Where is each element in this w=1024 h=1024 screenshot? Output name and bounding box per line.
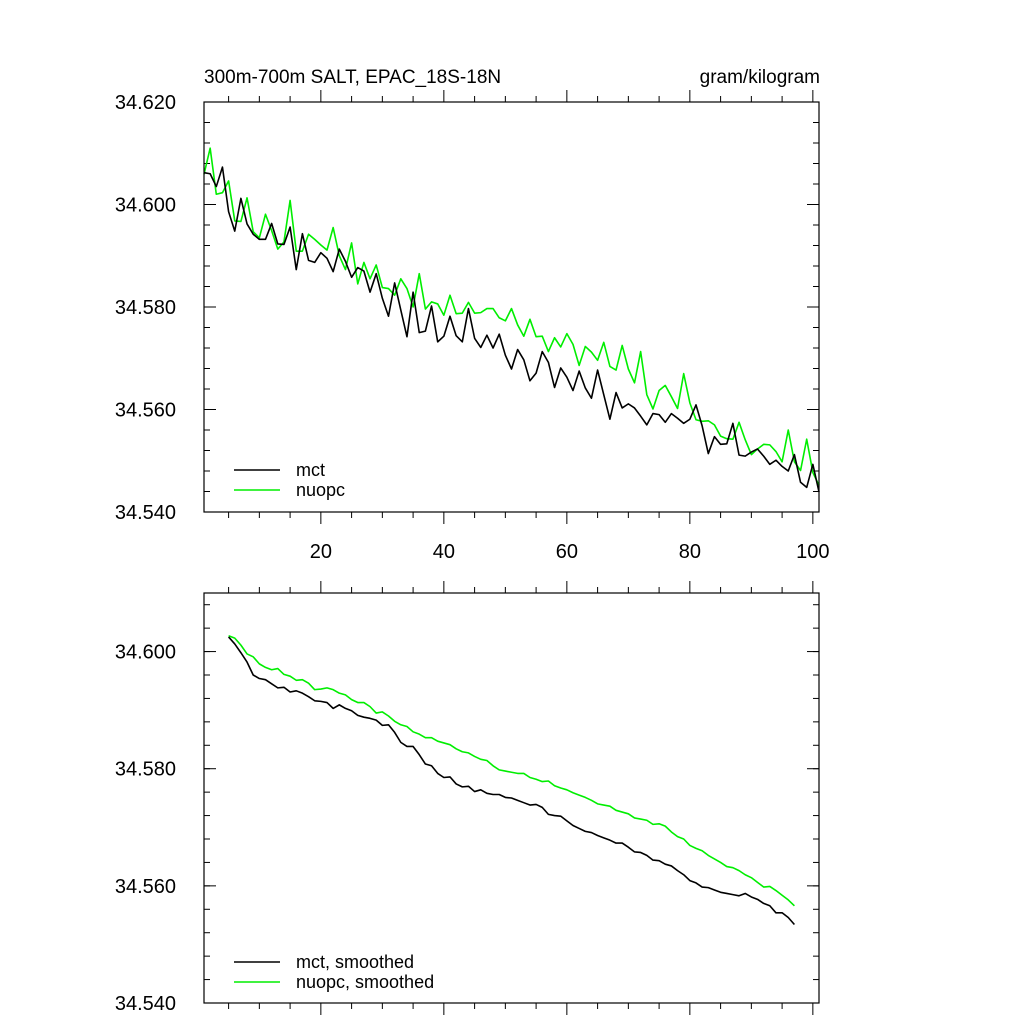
bottom-ytick-label: 34.580 (115, 759, 176, 781)
top-ytick-label: 34.540 (115, 502, 176, 524)
bottom-x-axis (228, 581, 814, 1015)
top-xtick-label: 80 (679, 541, 701, 563)
bottom-legend: mct, smoothed nuopc, smoothed (234, 952, 434, 992)
top-xtick-label: 20 (310, 541, 332, 563)
top-ytick-label: 34.560 (115, 400, 176, 422)
legend-label-mct: mct (296, 460, 325, 480)
top-xtick-label: 40 (433, 541, 455, 563)
bottom-y-axis: 34.540 34.560 34.580 34.600 (115, 604, 819, 1015)
bottom-ytick-label: 34.540 (115, 993, 176, 1015)
bottom-line-mct-smoothed (227, 636, 796, 926)
legend-label-nuopc-smoothed: nuopc, smoothed (296, 972, 434, 992)
top-ytick-label: 34.620 (115, 92, 176, 114)
bottom-series-group (227, 635, 796, 926)
bottom-ytick-label: 34.560 (115, 876, 176, 898)
bottom-ytick-label: 34.600 (115, 642, 176, 664)
top-legend: mct nuopc (234, 460, 345, 500)
top-chart-panel: 300m-700m SALT, EPAC_18S-18N gram/kilogr… (115, 67, 830, 563)
units-label: gram/kilogram (700, 67, 820, 88)
top-xtick-label: 60 (556, 541, 578, 563)
bottom-line-nuopc-smoothed (228, 635, 795, 907)
bottom-chart-panel: 34.540 34.560 34.580 34.600 mct, smoothed n… (115, 581, 820, 1015)
bottom-plot-frame (203, 592, 820, 1004)
legend-label-mct-smoothed: mct, smoothed (296, 952, 414, 972)
top-ytick-label: 34.580 (115, 297, 176, 319)
top-line-nuopc (203, 147, 820, 486)
top-ytick-label: 34.600 (115, 195, 176, 217)
top-plot-frame (203, 101, 820, 513)
top-xtick-label: 100 (796, 541, 829, 563)
legend-label-nuopc: nuopc (296, 480, 345, 500)
top-line-mct (203, 166, 820, 493)
chart-title: 300m-700m SALT, EPAC_18S-18N (204, 67, 501, 88)
top-series-group (203, 147, 820, 493)
top-x-axis: 20 40 60 80 100 (228, 90, 830, 563)
